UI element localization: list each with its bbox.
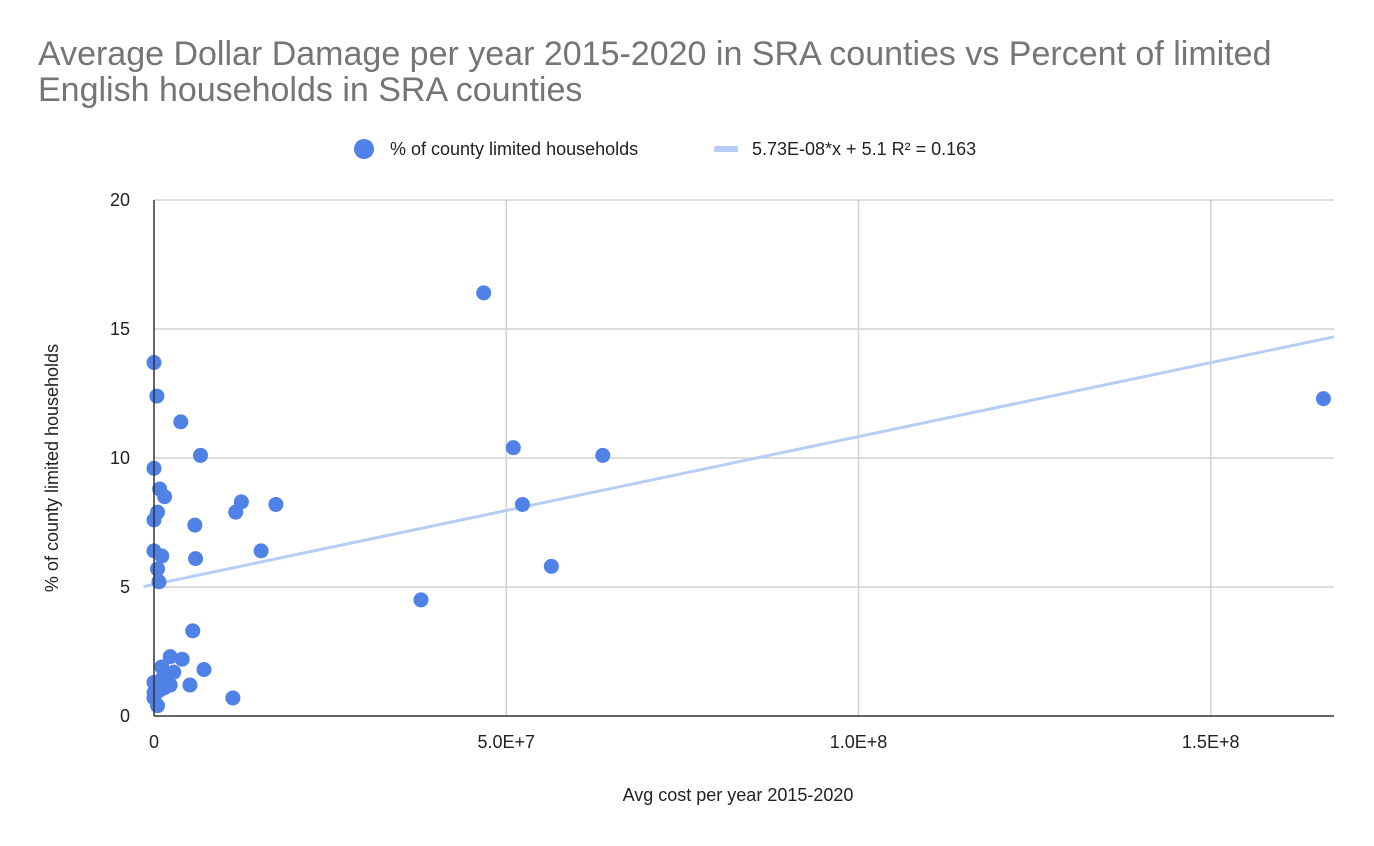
y-tick-label: 15 <box>110 319 130 339</box>
y-tick-label: 20 <box>110 190 130 210</box>
legend-marker-trendline <box>714 146 738 152</box>
scatter-point <box>155 669 171 685</box>
scatter-point <box>225 690 241 706</box>
scatter-point <box>543 558 559 574</box>
trendline <box>143 335 1335 589</box>
points-layer <box>146 285 1331 714</box>
scatter-point <box>413 592 429 608</box>
scatter-point <box>162 649 178 665</box>
scatter-point <box>595 447 611 463</box>
x-tick-label: 1.5E+8 <box>1182 732 1240 752</box>
scatter-point <box>188 551 204 567</box>
scatter-point <box>150 698 166 714</box>
x-tick-label: 1.0E+8 <box>830 732 888 752</box>
axes: 0 5 10 15 20 0 5.0E+7 1.0E+8 1.5E+8 <box>110 190 1334 752</box>
scatter-point <box>151 574 167 590</box>
y-tick-label: 10 <box>110 448 130 468</box>
y-tick-label: 5 <box>120 577 130 597</box>
scatter-point <box>150 561 166 577</box>
scatter-point <box>157 489 173 505</box>
scatter-point <box>154 548 170 564</box>
scatter-point <box>476 285 492 301</box>
y-tick-label: 0 <box>120 706 130 726</box>
scatter-point <box>268 496 284 512</box>
scatter-point <box>187 517 203 533</box>
scatter-point <box>505 440 521 456</box>
legend-label-trendline: 5.73E-08*x + 5.1 R² = 0.163 <box>752 139 976 159</box>
scatter-point <box>185 623 201 639</box>
scatter-point <box>192 447 208 463</box>
scatter-point <box>173 414 189 430</box>
scatter-point <box>233 494 249 510</box>
x-tick-label: 5.0E+7 <box>477 732 535 752</box>
legend-label-scatter: % of county limited households <box>390 139 638 159</box>
x-tick-label: 0 <box>149 732 159 752</box>
scatter-point <box>253 543 269 559</box>
scatter-point <box>174 651 190 667</box>
scatter-point <box>182 677 198 693</box>
scatter-point <box>149 388 165 404</box>
gridlines <box>154 199 1334 716</box>
legend: % of county limited households 5.73E-08*… <box>354 139 976 159</box>
y-axis-title: % of county limited households <box>42 344 62 592</box>
x-axis-title: Avg cost per year 2015-2020 <box>623 785 854 805</box>
trendline-layer <box>143 335 1335 589</box>
scatter-point <box>514 496 530 512</box>
legend-marker-scatter <box>354 139 374 159</box>
chart-title: Average Dollar Damage per year 2015-2020… <box>38 35 1272 109</box>
scatter-point <box>1315 391 1331 407</box>
scatter-point <box>196 662 212 678</box>
